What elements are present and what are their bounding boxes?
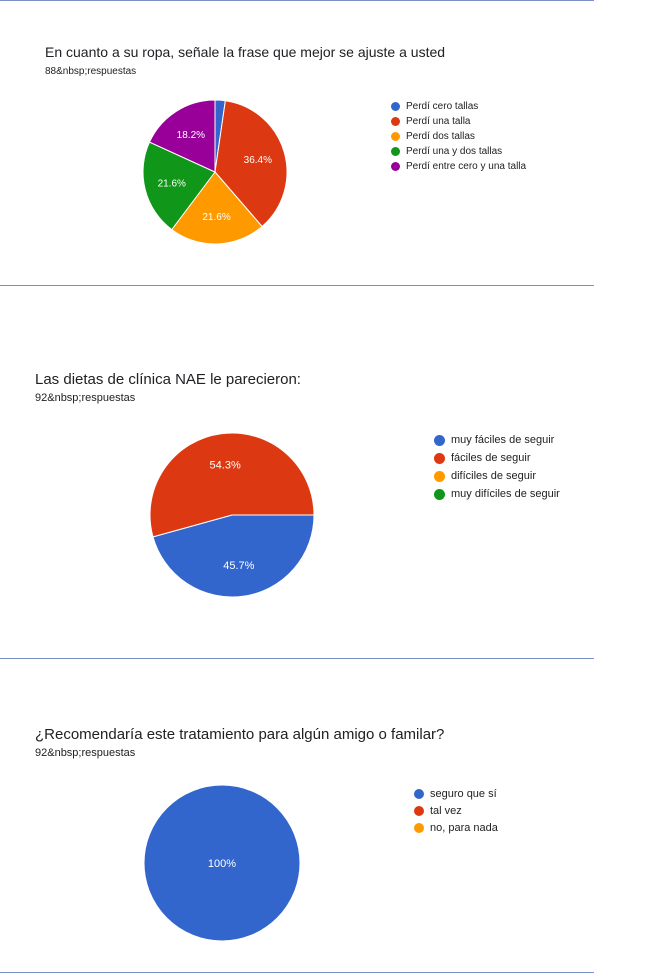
legend-label: difíciles de seguir bbox=[451, 470, 536, 482]
legend-label: Perdí entre cero y una talla bbox=[406, 161, 527, 172]
pie-data-label: 54.3% bbox=[210, 459, 241, 471]
legend-label: Perdí una talla bbox=[406, 116, 471, 127]
legend-label: fáciles de seguir bbox=[451, 452, 531, 464]
legend-label: no, para nada bbox=[430, 821, 498, 834]
legend-swatch bbox=[391, 162, 400, 171]
legend-label: seguro que sí bbox=[430, 787, 497, 800]
legend-item-muy-dificiles-de-seguir: muy difíciles de seguir bbox=[434, 485, 560, 503]
pie-data-label: 100% bbox=[208, 858, 236, 870]
pie-data-label: 21.6% bbox=[158, 179, 186, 190]
response-count: 92&nbsp;respuestas bbox=[35, 392, 136, 404]
pie-data-label: 18.2% bbox=[177, 130, 205, 141]
section-divider bbox=[0, 972, 594, 973]
legend-label: Perdí cero tallas bbox=[406, 101, 479, 112]
pie-data-label: 21.6% bbox=[202, 212, 230, 223]
legend-swatch bbox=[391, 117, 400, 126]
legend-item-faciles-de-seguir: fáciles de seguir bbox=[434, 449, 560, 467]
legend-item-no-para-nada: no, para nada bbox=[414, 819, 498, 836]
legend-swatch bbox=[414, 788, 424, 799]
section-divider bbox=[0, 0, 594, 1]
legend-label: muy difíciles de seguir bbox=[451, 488, 560, 500]
legend-item-seguro-que-si: seguro que sí bbox=[414, 785, 498, 802]
legend-item-tal-vez: tal vez bbox=[414, 802, 498, 819]
legend-item-muy-faciles-de-seguir: muy fáciles de seguir bbox=[434, 431, 560, 449]
pie-chart: 36.4% 21.6% 21.6% 18.2% bbox=[142, 99, 288, 245]
legend-item-perdi-entre-cero-y-una-talla: Perdí entre cero y una talla bbox=[391, 159, 526, 174]
pie-slice-muy-faciles-de-seguir bbox=[152, 514, 315, 598]
legend-label: Perdí dos tallas bbox=[406, 131, 475, 142]
legend-swatch bbox=[434, 452, 445, 464]
legend-swatch bbox=[414, 822, 424, 833]
legend-item-perdi-una-talla: Perdí una talla bbox=[391, 114, 526, 129]
legend-label: tal vez bbox=[430, 804, 462, 817]
section-divider bbox=[0, 285, 594, 286]
chart-legend: seguro que sí tal vez no, para nada bbox=[414, 785, 498, 836]
legend-item-dificiles-de-seguir: difíciles de seguir bbox=[434, 467, 560, 485]
pie-slice-seguro-que-si bbox=[143, 784, 301, 942]
question-title: Las dietas de clínica NAE le parecieron: bbox=[35, 371, 301, 388]
pie-chart: 100% bbox=[143, 784, 301, 942]
question-title: ¿Recomendaría este tratamiento para algú… bbox=[35, 726, 445, 743]
pie-data-label: 45.7% bbox=[223, 560, 254, 572]
pie-data-label: 36.4% bbox=[244, 155, 272, 166]
legend-item-perdi-una-y-dos-tallas: Perdí una y dos tallas bbox=[391, 144, 526, 159]
chart-legend: muy fáciles de seguir fáciles de seguir di… bbox=[434, 431, 560, 503]
pie-chart: 45.7% 54.3% bbox=[149, 432, 315, 598]
pie-slice-faciles-de-seguir bbox=[149, 432, 315, 538]
legend-item-perdi-dos-tallas: Perdí dos tallas bbox=[391, 129, 526, 144]
question-card-recomendaria: ¿Recomendaría este tratamiento para algú… bbox=[0, 658, 648, 972]
section-divider bbox=[0, 658, 594, 659]
pie-slice-perdi-entre-cero-y-una-talla bbox=[148, 99, 216, 173]
legend-swatch bbox=[391, 147, 400, 156]
legend-swatch bbox=[414, 805, 424, 816]
legend-label: muy fáciles de seguir bbox=[451, 434, 555, 446]
legend-swatch bbox=[391, 132, 400, 141]
chart-legend: Perdí cero tallas Perdí una talla Perdí do… bbox=[391, 99, 526, 174]
question-card-ropa: En cuanto a su ropa, señale la frase que… bbox=[0, 0, 648, 285]
legend-swatch bbox=[434, 488, 445, 500]
legend-item-perdi-cero-tallas: Perdí cero tallas bbox=[391, 99, 526, 114]
question-card-dietas: Las dietas de clínica NAE le parecieron:… bbox=[0, 285, 648, 658]
pie-slice-perdi-una-talla bbox=[214, 100, 288, 228]
legend-swatch bbox=[434, 434, 445, 446]
question-title: En cuanto a su ropa, señale la frase que… bbox=[45, 44, 446, 60]
legend-label: Perdí una y dos tallas bbox=[406, 146, 503, 157]
pie-slice-perdi-dos-tallas bbox=[171, 171, 263, 245]
legend-swatch bbox=[434, 470, 445, 482]
response-count: 92&nbsp;respuestas bbox=[35, 747, 136, 759]
legend-swatch bbox=[391, 102, 400, 111]
response-count: 88&nbsp;respuestas bbox=[45, 66, 137, 77]
